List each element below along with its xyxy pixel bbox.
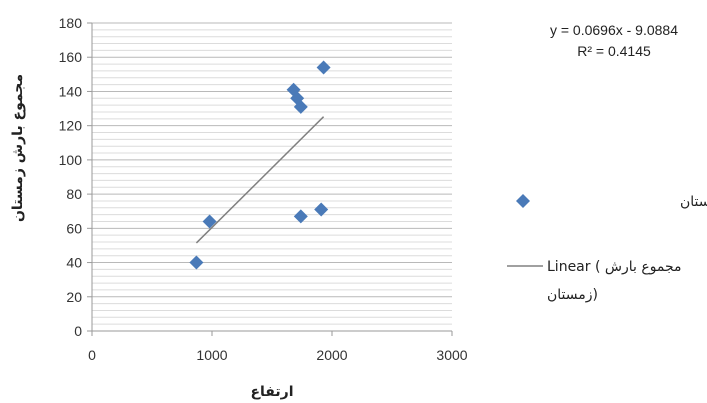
- trendline-r-squared: R² = 0.4145: [577, 43, 651, 59]
- legend-label-trendline-line2: (زمستان: [547, 287, 598, 303]
- chart-axes: [91, 23, 452, 332]
- data-point: [316, 60, 331, 75]
- y-tick-label: 80: [66, 186, 82, 202]
- legend: مجموع بارش زمستان Linear ( مجموع بارش (ز…: [507, 194, 707, 303]
- y-tick-label: 0: [74, 323, 82, 339]
- x-tick-labels: 0 1000 2000 3000: [88, 331, 468, 363]
- x-tick-label: 1000: [196, 347, 227, 363]
- y-tick-label: 140: [59, 83, 83, 99]
- y-tick-label: 20: [66, 289, 82, 305]
- y-tick-label: 60: [66, 220, 82, 236]
- y-tick-label: 120: [59, 118, 83, 134]
- x-tick-label: 0: [88, 347, 96, 363]
- x-tick-label: 3000: [436, 347, 467, 363]
- y-axis-title: مجموع بارش زمستان: [10, 74, 26, 222]
- y-tick-label: 40: [66, 255, 82, 271]
- y-tick-label: 100: [59, 152, 83, 168]
- trendline-group: [195, 116, 325, 244]
- chart-grid: [92, 22, 452, 332]
- x-axis-title: ارتفاع: [250, 384, 293, 400]
- data-point: [293, 209, 308, 224]
- y-tick-label: 180: [59, 15, 83, 31]
- data-point: [189, 255, 204, 270]
- trendline: [195, 116, 325, 244]
- data-points: [189, 60, 331, 270]
- trendline-equation: y = 0.0696x - 9.0884: [550, 22, 678, 38]
- legend-label-series: مجموع بارش زمستان: [680, 194, 707, 210]
- data-point: [202, 214, 217, 229]
- y-tick-labels: 0 20 40 60 80 100 120 140 160 180: [59, 15, 92, 339]
- data-point: [293, 99, 308, 114]
- legend-marker-diamond-icon: [516, 194, 530, 208]
- y-tick-label: 160: [59, 49, 83, 65]
- legend-label-trendline: Linear ( مجموع بارش: [547, 259, 682, 275]
- data-point: [314, 202, 329, 217]
- x-tick-label: 2000: [316, 347, 347, 363]
